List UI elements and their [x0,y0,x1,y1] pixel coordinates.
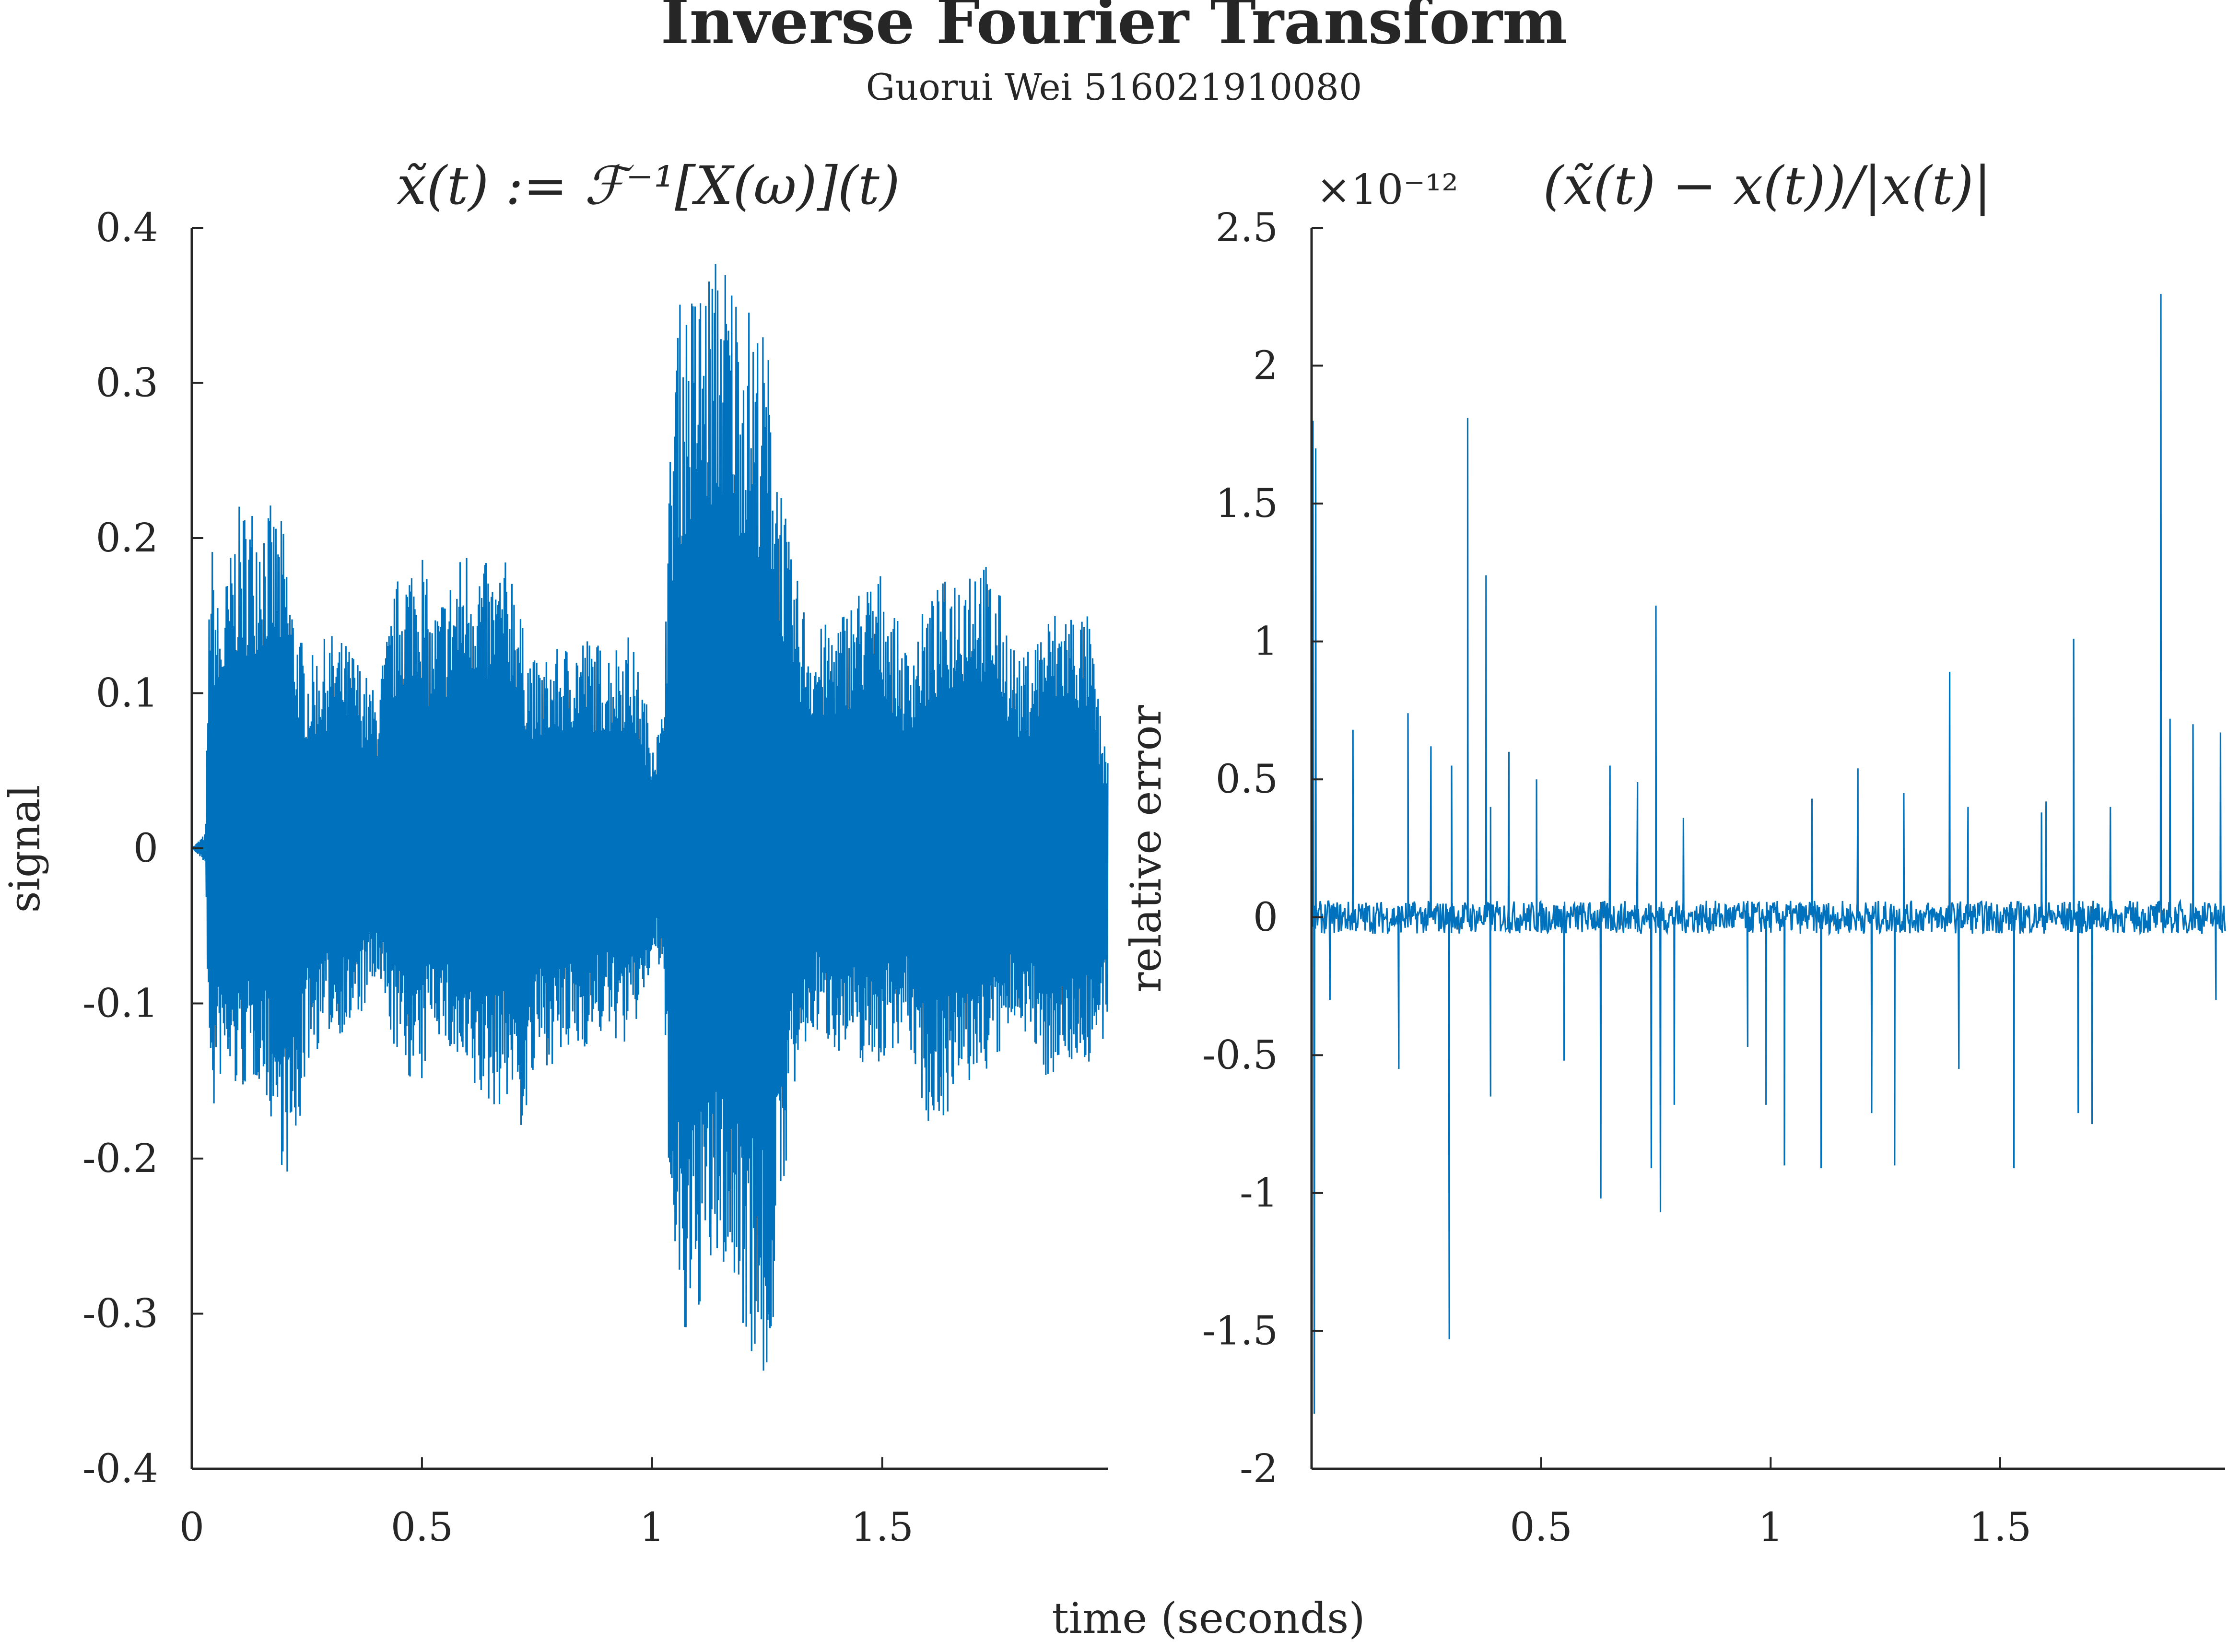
left-x-tick-label: 1 [640,1505,665,1550]
left-axes: 0.4 0.3 0.2 0.1 0 -0.1 -0.2 -0.3 -0.4 0 0.5 1 1.5 [82,205,1108,1550]
left-signal-line [191,264,1109,1371]
left-panel-title: x̃(t) := ℱ⁻¹[X(ω)](t) [397,155,900,216]
right-y-tick-label: -2 [1240,1446,1278,1492]
left-y-tick-label: -0.4 [82,1446,158,1492]
right-panel: (x̃(t) − x(t))/|x(t)| ×10⁻¹² 2.5 2 1.5 1 0.5… [1121,155,2226,1550]
left-x-tick-label: 0.5 [391,1505,453,1550]
x-axis-label: time (seconds) [1052,1593,1365,1643]
right-error-series [1312,293,2226,1414]
left-panel: x̃(t) := ℱ⁻¹[X(ω)](t) 0.4 0.3 0.2 0.1 0 -0.1 -… [0,155,1109,1550]
right-y-axis-label: relative error [1121,704,1171,992]
left-y-axis-label: signal [0,785,49,913]
right-x-tick-label: 1.5 [1969,1505,2031,1550]
right-y-tick-label: 0 [1253,895,1278,940]
left-y-tick-label: 0.3 [96,361,158,406]
left-y-tick-label: 0.1 [96,671,158,716]
right-error-line [1312,293,2226,1414]
left-y-tick-label: 0.2 [96,516,158,561]
right-plot-area [1312,293,2226,1414]
right-y-tick-label: 0.5 [1216,757,1278,802]
right-x-tick-label: 0.5 [1510,1505,1572,1550]
left-y-tick-label: 0 [133,826,158,871]
right-y-tick-label: -1.5 [1202,1308,1278,1354]
right-y-tick-label: 1.5 [1216,481,1278,527]
left-y-tick-label: 0.4 [96,205,158,251]
right-y-tick-label: -0.5 [1202,1032,1278,1078]
figure-title: Inverse Fourier Transform [661,0,1568,58]
left-y-tick-label: -0.2 [82,1136,158,1182]
left-plot-area [191,264,1109,1371]
figure-subtitle: Guorui Wei 516021910080 [866,66,1362,108]
right-panel-title: (x̃(t) − x(t))/|x(t)| [1543,155,1991,216]
right-y-exponent: ×10⁻¹² [1316,166,1458,214]
left-x-tick-label: 0 [179,1505,204,1550]
right-y-tick-label: 1 [1253,619,1278,665]
left-y-tick-label: -0.3 [82,1291,158,1337]
right-y-tick-label: -1 [1240,1171,1278,1216]
left-x-tick-label: 1.5 [851,1505,913,1550]
right-y-tick-label: 2.5 [1216,205,1278,251]
right-y-tick-label: 2 [1253,343,1278,389]
right-x-tick-label: 1 [1758,1505,1783,1550]
left-y-tick-label: -0.1 [82,981,158,1027]
left-signal-series [191,264,1109,1371]
right-axes: 2.5 2 1.5 1 0.5 0 -0.5 -1 -1.5 -2 0.5 1 1.5 [1202,205,2225,1550]
